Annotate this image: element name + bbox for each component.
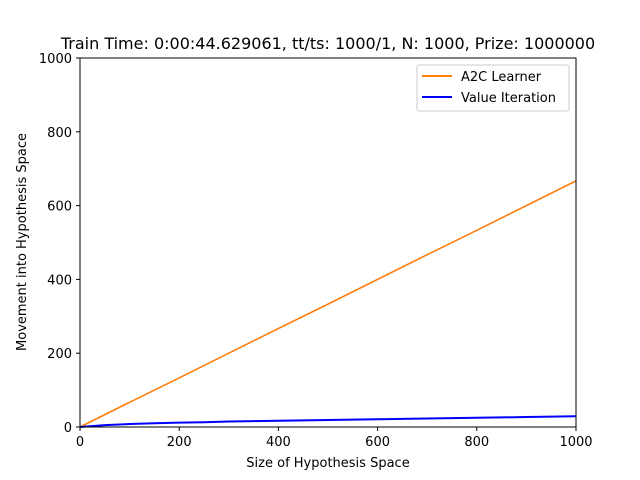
- x-tick-label: 1000: [559, 435, 592, 450]
- x-tick-label: 0: [76, 435, 84, 450]
- legend-label-value-iteration: Value Iteration: [461, 91, 556, 106]
- legend-label-a2c-learner: A2C Learner: [461, 70, 542, 85]
- y-axis-label: Movement into Hypothesis Space: [15, 133, 30, 351]
- y-tick-label: 400: [47, 273, 72, 288]
- x-tick-label: 800: [464, 435, 489, 450]
- series-line-value-iteration: [79, 415, 577, 428]
- x-tick-label: 600: [365, 435, 390, 450]
- x-tick-label: 400: [266, 435, 291, 450]
- x-axis-label: Size of Hypothesis Space: [246, 456, 409, 471]
- plot-area: [80, 58, 576, 427]
- y-tick-label: 800: [47, 126, 72, 141]
- chart-title: Train Time: 0:00:44.629061, tt/ts: 1000/…: [60, 34, 595, 53]
- plot-frame: [79, 57, 577, 428]
- series-layer: [79, 180, 577, 428]
- y-tick-label: 0: [64, 421, 72, 436]
- y-tick-label: 200: [47, 347, 72, 362]
- y-tick-label: 1000: [39, 52, 72, 67]
- legend: A2C Learner Value Iteration: [416, 64, 570, 112]
- y-tick-label: 600: [47, 200, 72, 215]
- series-line-a2c-learner: [79, 180, 577, 428]
- legend-box: [416, 64, 570, 112]
- x-tick-label: 200: [167, 435, 192, 450]
- ticks-layer: 0 200 400 600 800 1000 0 200 400 600 800 1000: [39, 52, 593, 450]
